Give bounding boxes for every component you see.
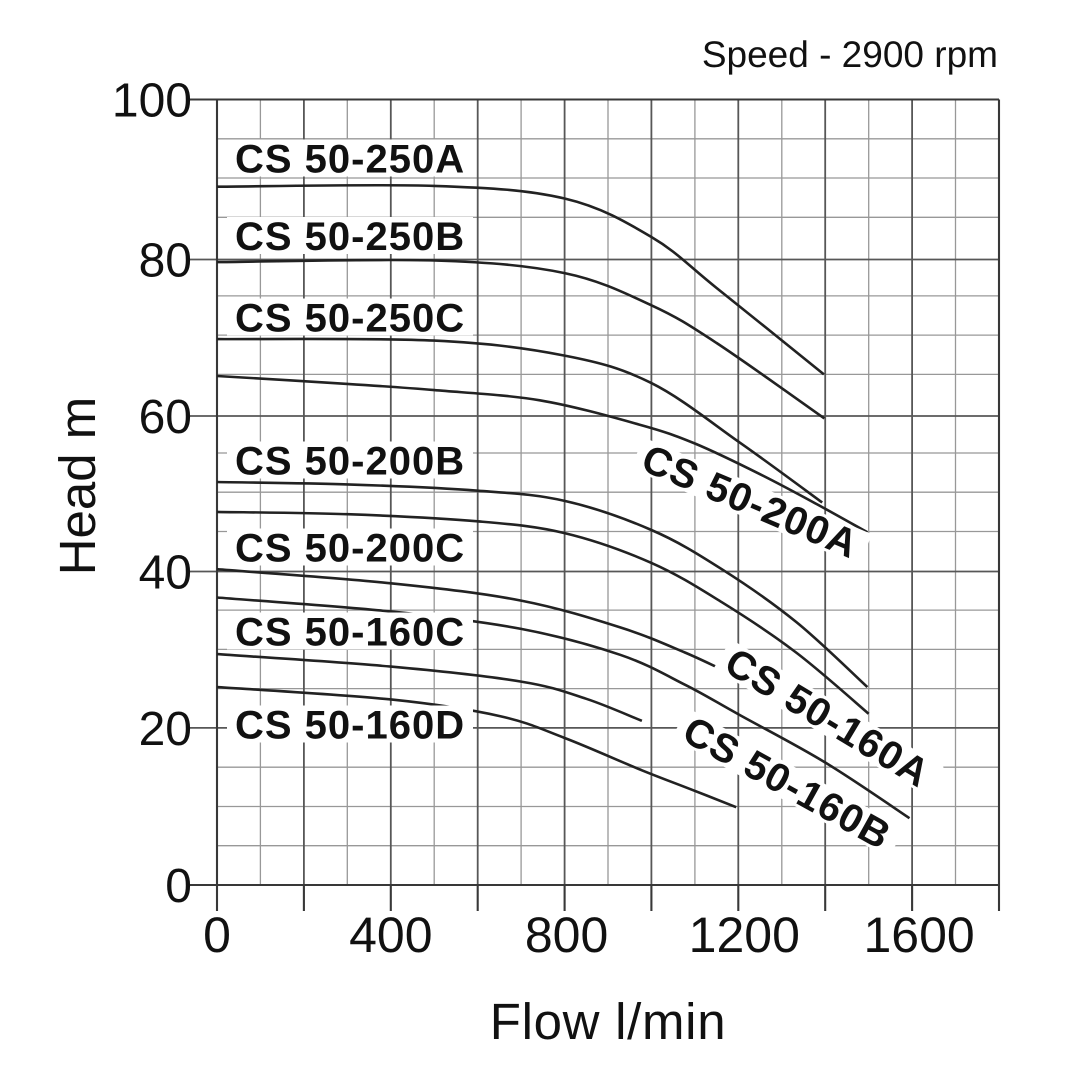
svg-text:1600: 1600 xyxy=(863,907,974,963)
svg-text:CS 50-200C: CS 50-200C xyxy=(235,527,465,571)
svg-text:CS 50-250A: CS 50-250A xyxy=(235,138,465,182)
svg-text:CS 50-250B: CS 50-250B xyxy=(235,215,465,259)
svg-text:CS 50-200B: CS 50-200B xyxy=(235,440,465,484)
svg-text:20: 20 xyxy=(139,703,192,756)
svg-text:CS 50-250C: CS 50-250C xyxy=(235,297,465,341)
svg-text:400: 400 xyxy=(349,907,432,963)
svg-text:60: 60 xyxy=(139,391,192,444)
svg-text:800: 800 xyxy=(525,907,608,963)
svg-text:Head m: Head m xyxy=(49,397,106,576)
svg-text:40: 40 xyxy=(139,547,192,600)
svg-text:0: 0 xyxy=(165,860,192,913)
svg-text:Flow l/min: Flow l/min xyxy=(490,993,727,1050)
svg-text:CS 50-160D: CS 50-160D xyxy=(235,704,465,748)
svg-text:1200: 1200 xyxy=(689,907,800,963)
svg-text:Speed - 2900 rpm: Speed - 2900 rpm xyxy=(702,34,998,75)
svg-text:CS 50-160C: CS 50-160C xyxy=(235,611,465,655)
svg-text:80: 80 xyxy=(139,235,192,288)
svg-text:100: 100 xyxy=(112,75,192,128)
svg-text:0: 0 xyxy=(203,907,231,963)
